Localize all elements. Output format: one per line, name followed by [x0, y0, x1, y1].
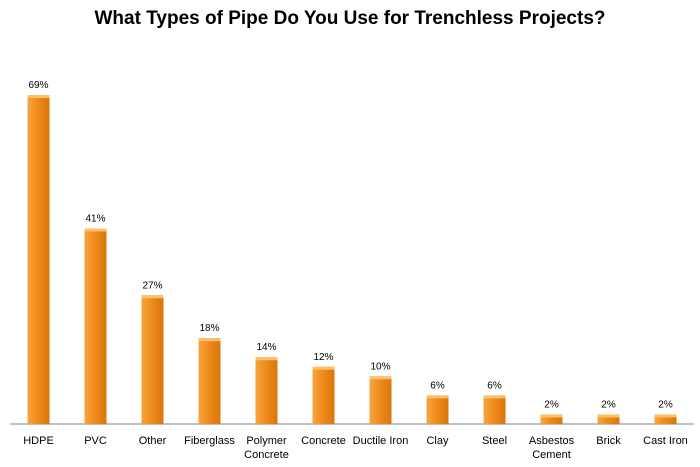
bar-group: 12% Concrete [301, 352, 346, 447]
x-tick-label-line: Cement [532, 449, 571, 461]
bar-top-highlight [198, 338, 221, 342]
bar-group: 14% Polymer Concrete [244, 342, 289, 461]
bar-group: 6% Steel [482, 380, 507, 447]
bar-group: 2% Asbestos Cement [529, 399, 575, 461]
data-label: 18% [199, 323, 219, 334]
bar-top-highlight [483, 395, 506, 399]
x-tick-label-line: Steel [482, 435, 507, 447]
bar [312, 366, 335, 424]
bar-top-highlight [426, 395, 449, 399]
bar [84, 228, 107, 424]
x-tick-label-line: Brick [596, 435, 621, 447]
x-tick-label-line: Cast Iron [643, 435, 688, 447]
data-label: 12% [313, 352, 333, 363]
bar [426, 395, 449, 424]
data-label: 69% [28, 80, 48, 91]
bar-group: 6% Clay [426, 380, 449, 447]
data-label: 27% [142, 280, 162, 291]
x-tick-label: Brick [596, 435, 621, 447]
bar-top-highlight [654, 414, 677, 418]
x-tick-label: Concrete [301, 435, 346, 447]
bar [540, 414, 563, 424]
bar-group: 41% PVC [84, 214, 107, 447]
bar-top-highlight [597, 414, 620, 418]
data-label: 6% [430, 380, 445, 391]
x-tick-label: Ductile Iron [353, 435, 409, 447]
bar-group: 27% Other [139, 280, 167, 447]
bar-group: 69% HDPE [23, 80, 54, 447]
bar [141, 295, 164, 424]
x-tick-label: Clay [426, 435, 449, 447]
data-label: 10% [370, 361, 390, 372]
bar [597, 414, 620, 424]
bar-top-highlight [369, 376, 392, 380]
x-tick-label-line: Fiberglass [184, 435, 235, 447]
bar [654, 414, 677, 424]
bar-top-highlight [84, 228, 107, 232]
x-tick-label-line: HDPE [23, 435, 54, 447]
bar-top-highlight [312, 366, 335, 370]
bar-group: 10% Ductile Iron [353, 361, 409, 447]
bar-group: 18% Fiberglass [184, 323, 235, 447]
x-tick-label-line: Concrete [244, 449, 289, 461]
x-tick-label: Polymer Concrete [244, 435, 289, 461]
x-tick-label-line: Polymer [246, 435, 287, 447]
bar-top-highlight [141, 295, 164, 299]
data-label: 2% [544, 399, 559, 410]
x-tick-label-line: Clay [426, 435, 449, 447]
data-label: 2% [601, 399, 616, 410]
x-tick-label: HDPE [23, 435, 54, 447]
data-label: 41% [85, 214, 105, 225]
bar [483, 395, 506, 424]
x-tick-label-line: PVC [84, 435, 107, 447]
bar-group: 2% Cast Iron [643, 399, 688, 447]
bar [27, 95, 50, 424]
data-label: 2% [658, 399, 673, 410]
chart-title: What Types of Pipe Do You Use for Trench… [94, 8, 606, 29]
x-tick-label-line: Other [139, 435, 167, 447]
x-tick-label: Fiberglass [184, 435, 235, 447]
bar-top-highlight [540, 414, 563, 418]
x-tick-label-line: Asbestos [529, 435, 575, 447]
x-tick-label-line: Ductile Iron [353, 435, 409, 447]
x-tick-label: Steel [482, 435, 507, 447]
bar-group: 2% Brick [596, 399, 621, 447]
x-tick-label: Asbestos Cement [529, 435, 575, 461]
bar-top-highlight [27, 95, 50, 98]
x-tick-label: PVC [84, 435, 107, 447]
data-label: 14% [256, 342, 276, 353]
bar-top-highlight [255, 357, 278, 361]
bar [255, 357, 278, 424]
x-tick-label: Cast Iron [643, 435, 688, 447]
bar [369, 376, 392, 424]
x-tick-label: Other [139, 435, 167, 447]
x-tick-label-line: Concrete [301, 435, 346, 447]
data-label: 6% [487, 380, 502, 391]
bar [198, 338, 221, 424]
